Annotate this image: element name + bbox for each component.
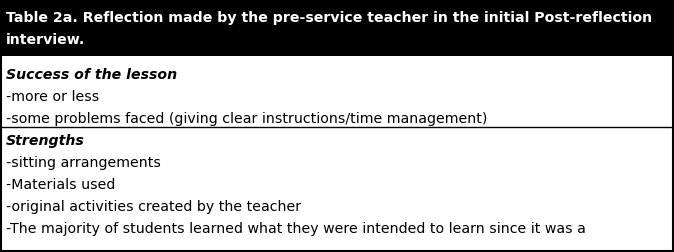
Text: -sitting arrangements: -sitting arrangements <box>6 156 161 170</box>
Text: Strengths: Strengths <box>6 134 85 148</box>
Text: -The majority of students learned what they were intended to learn since it was : -The majority of students learned what t… <box>6 222 586 236</box>
Text: Success of the lesson: Success of the lesson <box>6 68 177 82</box>
Text: Table 2a. Reflection made by the pre-service teacher in the initial Post-reflect: Table 2a. Reflection made by the pre-ser… <box>6 11 652 25</box>
Text: interview.: interview. <box>6 33 86 47</box>
Text: -Materials used: -Materials used <box>6 178 115 192</box>
Text: -more or less: -more or less <box>6 90 99 104</box>
Bar <box>1 1 673 56</box>
Text: -some problems faced (giving clear instructions/time management): -some problems faced (giving clear instr… <box>6 112 487 126</box>
Text: -original activities created by the teacher: -original activities created by the teac… <box>6 200 301 214</box>
